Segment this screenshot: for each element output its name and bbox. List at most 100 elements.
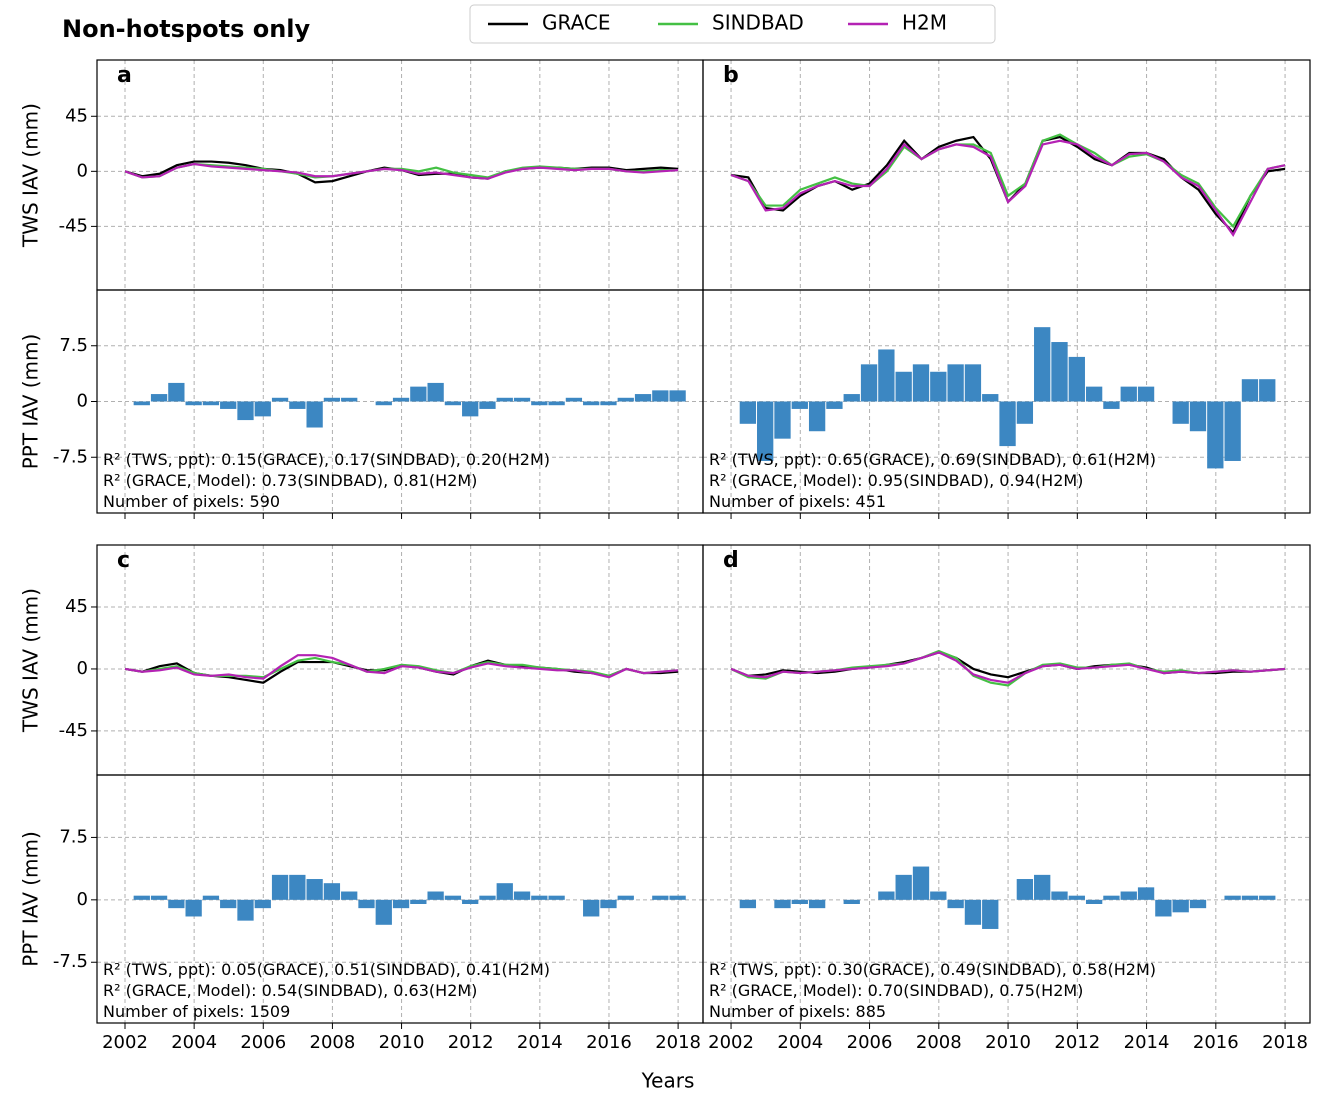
bar xyxy=(237,899,254,921)
bar xyxy=(220,401,237,409)
plot-area xyxy=(703,290,1310,513)
bar xyxy=(895,874,912,900)
series-line xyxy=(124,654,679,680)
annotation: R² (GRACE, Model): 0.95(SINDBAD), 0.94(H… xyxy=(709,471,1083,490)
bar xyxy=(964,899,982,925)
x-tick-label: 2016 xyxy=(1193,1032,1239,1053)
x-tick-label: 2014 xyxy=(1124,1032,1170,1053)
bar xyxy=(548,895,565,900)
bar xyxy=(513,397,531,402)
bar xyxy=(583,401,600,406)
bar xyxy=(1207,401,1224,469)
annotation: R² (GRACE, Model): 0.54(SINDBAD), 0.63(H… xyxy=(103,981,477,1000)
bar xyxy=(912,364,930,402)
bar xyxy=(202,895,220,900)
y-tick-label: -7.5 xyxy=(53,951,88,972)
bar xyxy=(878,349,895,402)
bar xyxy=(427,891,444,900)
bar xyxy=(531,401,548,406)
y-tick-label: 0 xyxy=(77,658,88,679)
bar xyxy=(600,899,617,909)
bar xyxy=(531,895,548,900)
bar xyxy=(306,879,323,900)
bar xyxy=(496,397,513,402)
legend-box xyxy=(469,4,996,44)
bar xyxy=(410,899,427,904)
bar xyxy=(1241,379,1259,402)
bar xyxy=(133,895,150,900)
bar xyxy=(392,899,410,909)
x-tick-label: 2010 xyxy=(379,1032,425,1053)
bar xyxy=(444,401,462,406)
figure-title: Non-hotspots only xyxy=(62,15,311,43)
bar xyxy=(254,899,271,909)
annotation: R² (TWS, ppt): 0.15(GRACE), 0.17(SINDBAD… xyxy=(103,450,550,469)
bar xyxy=(1120,386,1137,402)
bar xyxy=(1085,899,1103,904)
frame xyxy=(702,289,1311,514)
frame xyxy=(702,59,1311,291)
plot-area xyxy=(703,545,1310,775)
y-tick-label: -7.5 xyxy=(53,446,88,467)
bar xyxy=(982,394,999,402)
bar xyxy=(808,401,826,432)
bar xyxy=(1034,327,1051,402)
x-tick-label: 2016 xyxy=(586,1032,632,1053)
bar xyxy=(826,401,843,409)
annotation: R² (TWS, ppt): 0.30(GRACE), 0.49(SINDBAD… xyxy=(709,960,1156,979)
y-axis-label: PPT IAV (mm) xyxy=(19,334,43,470)
bar xyxy=(341,397,358,402)
y-tick-label: 7.5 xyxy=(59,335,88,356)
bar xyxy=(444,895,462,900)
bar xyxy=(1155,899,1172,917)
bar xyxy=(808,899,826,909)
bar xyxy=(669,895,686,900)
bar xyxy=(392,397,410,402)
bar xyxy=(843,899,860,904)
bar xyxy=(150,895,168,900)
bar xyxy=(843,394,860,402)
series-line xyxy=(730,651,1286,684)
bar xyxy=(1120,891,1137,900)
legend-label: GRACE xyxy=(542,11,611,35)
x-tick-label: 2002 xyxy=(708,1032,754,1053)
bar xyxy=(1103,895,1120,900)
bar xyxy=(479,895,496,900)
bar xyxy=(634,394,652,402)
bar xyxy=(600,401,617,406)
y-tick-label: -45 xyxy=(59,215,88,236)
series-line xyxy=(124,162,679,180)
annotation: Number of pixels: 1509 xyxy=(103,1002,290,1021)
x-tick-label: 2010 xyxy=(985,1032,1031,1053)
bar xyxy=(271,397,289,402)
bar xyxy=(462,401,479,417)
x-tick-label: 2006 xyxy=(240,1032,286,1053)
bar xyxy=(912,866,930,900)
bar xyxy=(1103,401,1120,409)
annotation: Number of pixels: 451 xyxy=(709,492,886,511)
bar xyxy=(1068,356,1085,402)
y-axis-label: PPT IAV (mm) xyxy=(19,831,43,967)
bar xyxy=(1085,386,1103,402)
x-tick-label: 2012 xyxy=(448,1032,494,1053)
frame xyxy=(702,544,1311,776)
bar xyxy=(1172,401,1189,424)
bar xyxy=(202,401,220,406)
bar xyxy=(1137,386,1155,402)
y-tick-label: 45 xyxy=(65,105,88,126)
bar xyxy=(185,899,202,917)
x-tick-label: 2012 xyxy=(1054,1032,1100,1053)
bar xyxy=(895,371,912,402)
x-tick-label: 2004 xyxy=(777,1032,823,1053)
y-tick-label: 7.5 xyxy=(59,826,88,847)
bar xyxy=(791,899,808,904)
annotation: R² (TWS, ppt): 0.65(GRACE), 0.69(SINDBAD… xyxy=(709,450,1156,469)
bar xyxy=(878,891,895,900)
x-tick-label: 2002 xyxy=(102,1032,148,1053)
bar xyxy=(513,891,531,900)
bar xyxy=(1172,899,1189,913)
legend-label: H2M xyxy=(902,11,947,35)
x-tick-label: 2018 xyxy=(1262,1032,1308,1053)
bar xyxy=(652,895,669,900)
